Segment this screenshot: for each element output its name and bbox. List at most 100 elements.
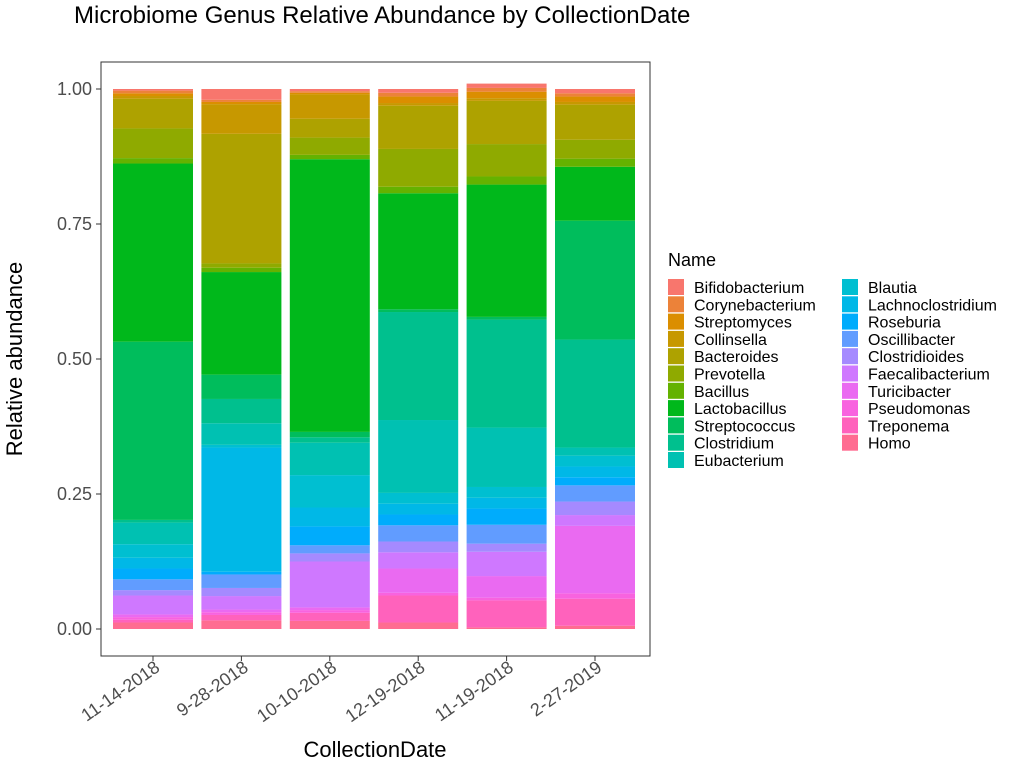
legend-item-oscillibacter: Oscillibacter (842, 330, 956, 349)
bar-segment-bacillus-11-14-2018 (113, 158, 193, 164)
legend-label: Bifidobacterium (694, 280, 804, 297)
bar-segment-eubacterium-9-28-2018 (201, 423, 282, 445)
bar-segment-roseburia-11-19-2018 (466, 508, 547, 525)
bar-segment-collinsella-10-10-2018 (289, 94, 370, 119)
bar-segment-oscillibacter-9-28-2018 (201, 574, 282, 588)
x-tick-label: 2-27-2019 (527, 657, 606, 720)
bar-segment-lachnoclostridium-12-19-2018 (378, 503, 459, 515)
bar-segment-clostridium-9-28-2018 (201, 398, 282, 424)
bar-segment-collinsella-2-27-2019 (555, 101, 635, 105)
bar-segment-corynebacterium-9-28-2018 (201, 99, 282, 102)
legend-swatch (668, 365, 684, 382)
bar-segment-treponema-11-14-2018 (113, 619, 193, 623)
chart-title: Microbiome Genus Relative Abundance by C… (74, 2, 690, 29)
bar-segment-treponema-12-19-2018 (378, 595, 459, 623)
bar-segment-lachnoclostridium-11-19-2018 (466, 497, 547, 509)
bar-segment-bacillus-10-10-2018 (289, 154, 370, 160)
bar-segment-oscillibacter-10-10-2018 (289, 545, 370, 554)
legend-swatch (842, 382, 858, 399)
bar-segment-faecalibacterium-12-19-2018 (378, 552, 459, 569)
legend-swatch (842, 279, 858, 295)
bar-segment-faecalibacterium-2-27-2019 (555, 515, 635, 526)
bar-stack-11-19-2018 (466, 83, 547, 629)
bar-segment-corynebacterium-10-10-2018 (289, 91, 370, 93)
legend-item-streptomyces: Streptomyces (668, 313, 792, 332)
legend-label: Homo (868, 436, 911, 453)
legend-label: Clostridioides (868, 349, 964, 366)
bar-segment-clostridium-11-14-2018 (113, 519, 193, 523)
bar-segment-clostridioides-10-10-2018 (289, 553, 370, 562)
bar-segment-blautia-12-19-2018 (378, 492, 459, 504)
legend-item-turicibacter: Turicibacter (842, 382, 952, 401)
legend-item-clostridioides: Clostridioides (842, 348, 964, 366)
legend-label: Treponema (868, 418, 949, 435)
bar-segment-clostridioides-11-14-2018 (113, 590, 193, 596)
bar-segment-homo-11-14-2018 (113, 622, 193, 629)
x-tick-label: 11-19-2018 (431, 657, 517, 725)
bar-segment-turicibacter-10-10-2018 (289, 607, 370, 611)
bar-segment-bifidobacterium-11-14-2018 (113, 89, 193, 91)
bar-segment-lactobacillus-2-27-2019 (555, 166, 635, 221)
bar-segment-collinsella-11-19-2018 (466, 98, 547, 101)
legend-swatch (842, 330, 858, 347)
legend-item-homo: Homo (842, 434, 911, 453)
bar-segment-homo-12-19-2018 (378, 622, 459, 629)
bar-segment-homo-9-28-2018 (201, 620, 282, 629)
bar-segment-prevotella-10-10-2018 (289, 137, 370, 155)
bar-segment-clostridium-2-27-2019 (555, 339, 635, 448)
legend-item-treponema: Treponema (842, 417, 949, 435)
bar-segment-faecalibacterium-11-19-2018 (466, 551, 547, 577)
bar-segment-oscillibacter-2-27-2019 (555, 485, 635, 502)
bar-segment-turicibacter-11-19-2018 (466, 576, 547, 598)
bar-stack-11-14-2018 (113, 89, 193, 629)
legend-swatch (842, 365, 858, 382)
legend-label: Streptomyces (694, 315, 792, 332)
bar-segment-eubacterium-11-14-2018 (113, 522, 193, 545)
legend-label: Eubacterium (694, 453, 784, 470)
legend-swatch (668, 382, 684, 399)
bar-segment-eubacterium-11-19-2018 (466, 427, 547, 487)
bar-stack-12-19-2018 (378, 89, 459, 629)
bar-segment-blautia-11-14-2018 (113, 544, 193, 558)
bar-segment-oscillibacter-12-19-2018 (378, 525, 459, 542)
bar-segment-streptomyces-9-28-2018 (201, 101, 282, 105)
bar-segment-pseudomonas-10-10-2018 (289, 610, 370, 613)
bar-segment-streptococcus-9-28-2018 (201, 374, 282, 399)
bar-segment-oscillibacter-11-19-2018 (466, 524, 547, 544)
x-tick-label: 12-19-2018 (342, 657, 429, 726)
legend-label: Bacillus (694, 384, 749, 401)
legend-label: Streptococcus (694, 418, 795, 435)
legend-swatch (668, 434, 684, 451)
bar-segment-bifidobacterium-11-19-2018 (466, 83, 547, 88)
bar-segment-bifidobacterium-9-28-2018 (201, 89, 282, 100)
bar-segment-lactobacillus-10-10-2018 (289, 159, 370, 432)
legend-item-prevotella: Prevotella (668, 365, 765, 384)
x-tick-label: 11-14-2018 (77, 657, 163, 725)
legend-label: Faecalibacterium (868, 367, 990, 384)
bar-segment-clostridioides-9-28-2018 (201, 587, 282, 597)
legend-label: Turicibacter (868, 384, 952, 401)
legend-title: Name (668, 250, 716, 270)
bar-segment-prevotella-9-28-2018 (201, 263, 282, 268)
bar-segment-faecalibacterium-10-10-2018 (289, 561, 370, 608)
legend-swatch (668, 296, 684, 313)
bar-segment-streptomyces-11-19-2018 (466, 91, 547, 99)
bar-segment-streptococcus-10-10-2018 (289, 431, 370, 438)
bar-segment-streptococcus-12-19-2018 (378, 309, 459, 313)
bar-stack-10-10-2018 (289, 89, 370, 629)
x-axis: 11-14-2018 9-28-2018 10-10-2018 12-19-2018 1… (77, 656, 605, 726)
bar-segment-roseburia-2-27-2019 (555, 477, 635, 486)
bar-segment-pseudomonas-2-27-2019 (555, 593, 635, 599)
legend-item-eubacterium: Eubacterium (668, 452, 784, 470)
bar-segment-oscillibacter-11-14-2018 (113, 579, 193, 591)
legend-label: Pseudomonas (868, 401, 970, 418)
bar-segment-bacteroides-9-28-2018 (201, 133, 282, 264)
bar-segment-clostridioides-11-19-2018 (466, 543, 547, 552)
legend-swatch (668, 400, 684, 417)
bar-segment-streptomyces-12-19-2018 (378, 96, 459, 104)
y-tick-label: 0.25 (57, 484, 92, 504)
bar-segment-turicibacter-12-19-2018 (378, 568, 459, 593)
bar-segment-pseudomonas-9-28-2018 (201, 612, 282, 615)
legend-item-collinsella: Collinsella (668, 330, 767, 349)
bar-segment-clostridioides-12-19-2018 (378, 541, 459, 553)
